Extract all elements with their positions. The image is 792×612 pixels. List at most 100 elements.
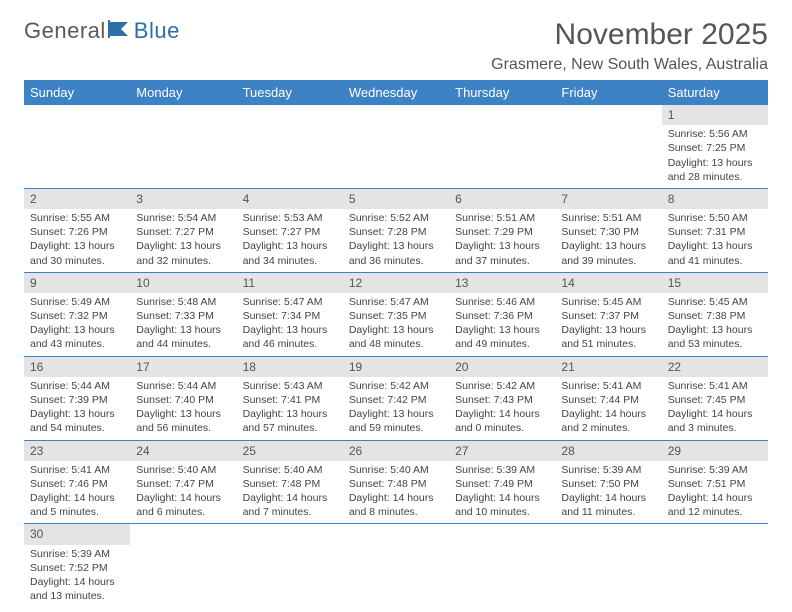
- sunset-line: Sunset: 7:45 PM: [668, 393, 762, 407]
- day-body: Sunrise: 5:39 AMSunset: 7:52 PMDaylight:…: [24, 545, 130, 608]
- calendar-row: 16Sunrise: 5:44 AMSunset: 7:39 PMDayligh…: [24, 356, 768, 440]
- sunset-line: Sunset: 7:25 PM: [668, 141, 762, 155]
- day-number: 15: [662, 273, 768, 293]
- sunset-line: Sunset: 7:46 PM: [30, 477, 124, 491]
- sunrise-line: Sunrise: 5:41 AM: [668, 379, 762, 393]
- day-number: 1: [662, 105, 768, 125]
- daylight-line: Daylight: 13 hours and 37 minutes.: [455, 239, 549, 267]
- sunset-line: Sunset: 7:37 PM: [561, 309, 655, 323]
- col-mon: Monday: [130, 80, 236, 105]
- daylight-line: Daylight: 13 hours and 41 minutes.: [668, 239, 762, 267]
- daylight-line: Daylight: 14 hours and 7 minutes.: [243, 491, 337, 519]
- calendar-cell: 5Sunrise: 5:52 AMSunset: 7:28 PMDaylight…: [343, 188, 449, 272]
- logo-flag-icon: [108, 18, 132, 44]
- daylight-line: Daylight: 13 hours and 57 minutes.: [243, 407, 337, 435]
- day-body: Sunrise: 5:41 AMSunset: 7:46 PMDaylight:…: [24, 461, 130, 524]
- calendar-cell: 12Sunrise: 5:47 AMSunset: 7:35 PMDayligh…: [343, 272, 449, 356]
- sunrise-line: Sunrise: 5:47 AM: [349, 295, 443, 309]
- daylight-line: Daylight: 13 hours and 28 minutes.: [668, 156, 762, 184]
- day-body: Sunrise: 5:51 AMSunset: 7:29 PMDaylight:…: [449, 209, 555, 272]
- daylight-line: Daylight: 13 hours and 54 minutes.: [30, 407, 124, 435]
- day-body: Sunrise: 5:39 AMSunset: 7:50 PMDaylight:…: [555, 461, 661, 524]
- calendar-cell: 18Sunrise: 5:43 AMSunset: 7:41 PMDayligh…: [237, 356, 343, 440]
- day-body: Sunrise: 5:44 AMSunset: 7:40 PMDaylight:…: [130, 377, 236, 440]
- sunrise-line: Sunrise: 5:50 AM: [668, 211, 762, 225]
- day-body: Sunrise: 5:51 AMSunset: 7:30 PMDaylight:…: [555, 209, 661, 272]
- calendar-cell: 6Sunrise: 5:51 AMSunset: 7:29 PMDaylight…: [449, 188, 555, 272]
- daylight-line: Daylight: 14 hours and 6 minutes.: [136, 491, 230, 519]
- daylight-line: Daylight: 13 hours and 32 minutes.: [136, 239, 230, 267]
- calendar-cell: 20Sunrise: 5:42 AMSunset: 7:43 PMDayligh…: [449, 356, 555, 440]
- sunrise-line: Sunrise: 5:52 AM: [349, 211, 443, 225]
- day-body: Sunrise: 5:39 AMSunset: 7:51 PMDaylight:…: [662, 461, 768, 524]
- day-body: Sunrise: 5:41 AMSunset: 7:45 PMDaylight:…: [662, 377, 768, 440]
- day-number: 22: [662, 357, 768, 377]
- daylight-line: Daylight: 13 hours and 43 minutes.: [30, 323, 124, 351]
- calendar-row: 1 Sunrise: 5:56 AMSunset: 7:25 PMDaylight…: [24, 105, 768, 188]
- calendar-cell: 16Sunrise: 5:44 AMSunset: 7:39 PMDayligh…: [24, 356, 130, 440]
- sunrise-line: Sunrise: 5:54 AM: [136, 211, 230, 225]
- calendar-cell: [555, 105, 661, 188]
- calendar-cell: [130, 105, 236, 188]
- calendar-cell: 30Sunrise: 5:39 AMSunset: 7:52 PMDayligh…: [24, 524, 130, 607]
- sunset-line: Sunset: 7:41 PM: [243, 393, 337, 407]
- calendar-cell: 17Sunrise: 5:44 AMSunset: 7:40 PMDayligh…: [130, 356, 236, 440]
- day-body: Sunrise: 5:41 AMSunset: 7:44 PMDaylight:…: [555, 377, 661, 440]
- day-number: 17: [130, 357, 236, 377]
- day-number: 19: [343, 357, 449, 377]
- calendar-cell: [237, 105, 343, 188]
- day-number: 12: [343, 273, 449, 293]
- calendar-cell: 28Sunrise: 5:39 AMSunset: 7:50 PMDayligh…: [555, 440, 661, 524]
- calendar-cell: 4Sunrise: 5:53 AMSunset: 7:27 PMDaylight…: [237, 188, 343, 272]
- col-sat: Saturday: [662, 80, 768, 105]
- daylight-line: Daylight: 13 hours and 59 minutes.: [349, 407, 443, 435]
- day-number: 18: [237, 357, 343, 377]
- calendar-cell: 15Sunrise: 5:45 AMSunset: 7:38 PMDayligh…: [662, 272, 768, 356]
- sunset-line: Sunset: 7:36 PM: [455, 309, 549, 323]
- calendar-cell: 22Sunrise: 5:41 AMSunset: 7:45 PMDayligh…: [662, 356, 768, 440]
- day-body: Sunrise: 5:52 AMSunset: 7:28 PMDaylight:…: [343, 209, 449, 272]
- sunrise-line: Sunrise: 5:56 AM: [668, 127, 762, 141]
- sunrise-line: Sunrise: 5:45 AM: [561, 295, 655, 309]
- day-number: 4: [237, 189, 343, 209]
- sunset-line: Sunset: 7:40 PM: [136, 393, 230, 407]
- sunset-line: Sunset: 7:32 PM: [30, 309, 124, 323]
- sunset-line: Sunset: 7:26 PM: [30, 225, 124, 239]
- sunset-line: Sunset: 7:35 PM: [349, 309, 443, 323]
- calendar-row: 30Sunrise: 5:39 AMSunset: 7:52 PMDayligh…: [24, 524, 768, 607]
- sunrise-line: Sunrise: 5:44 AM: [136, 379, 230, 393]
- sunset-line: Sunset: 7:44 PM: [561, 393, 655, 407]
- sunrise-line: Sunrise: 5:40 AM: [349, 463, 443, 477]
- day-header-row: Sunday Monday Tuesday Wednesday Thursday…: [24, 80, 768, 105]
- header: General Blue November 2025 Grasmere, New…: [24, 18, 768, 74]
- day-body: Sunrise: 5:42 AMSunset: 7:43 PMDaylight:…: [449, 377, 555, 440]
- day-number: 29: [662, 441, 768, 461]
- day-body: Sunrise: 5:44 AMSunset: 7:39 PMDaylight:…: [24, 377, 130, 440]
- sunrise-line: Sunrise: 5:42 AM: [455, 379, 549, 393]
- daylight-line: Daylight: 13 hours and 46 minutes.: [243, 323, 337, 351]
- calendar-cell: [555, 524, 661, 607]
- sunrise-line: Sunrise: 5:55 AM: [30, 211, 124, 225]
- title-block: November 2025 Grasmere, New South Wales,…: [491, 18, 768, 74]
- calendar-cell: 27Sunrise: 5:39 AMSunset: 7:49 PMDayligh…: [449, 440, 555, 524]
- calendar-cell: 19Sunrise: 5:42 AMSunset: 7:42 PMDayligh…: [343, 356, 449, 440]
- day-body: Sunrise: 5:49 AMSunset: 7:32 PMDaylight:…: [24, 293, 130, 356]
- sunrise-line: Sunrise: 5:39 AM: [30, 547, 124, 561]
- calendar-cell: [24, 105, 130, 188]
- calendar-cell: 1 Sunrise: 5:56 AMSunset: 7:25 PMDaylight…: [662, 105, 768, 188]
- day-body: Sunrise: 5:45 AMSunset: 7:37 PMDaylight:…: [555, 293, 661, 356]
- sunrise-line: Sunrise: 5:46 AM: [455, 295, 549, 309]
- sunrise-line: Sunrise: 5:39 AM: [668, 463, 762, 477]
- calendar-cell: [130, 524, 236, 607]
- sunrise-line: Sunrise: 5:49 AM: [30, 295, 124, 309]
- calendar-cell: 11Sunrise: 5:47 AMSunset: 7:34 PMDayligh…: [237, 272, 343, 356]
- day-number: 30: [24, 524, 130, 544]
- calendar-cell: 2Sunrise: 5:55 AMSunset: 7:26 PMDaylight…: [24, 188, 130, 272]
- daylight-line: Daylight: 14 hours and 8 minutes.: [349, 491, 443, 519]
- sunrise-line: Sunrise: 5:41 AM: [30, 463, 124, 477]
- sunset-line: Sunset: 7:49 PM: [455, 477, 549, 491]
- calendar-row: 23Sunrise: 5:41 AMSunset: 7:46 PMDayligh…: [24, 440, 768, 524]
- daylight-line: Daylight: 14 hours and 10 minutes.: [455, 491, 549, 519]
- sunset-line: Sunset: 7:39 PM: [30, 393, 124, 407]
- col-sun: Sunday: [24, 80, 130, 105]
